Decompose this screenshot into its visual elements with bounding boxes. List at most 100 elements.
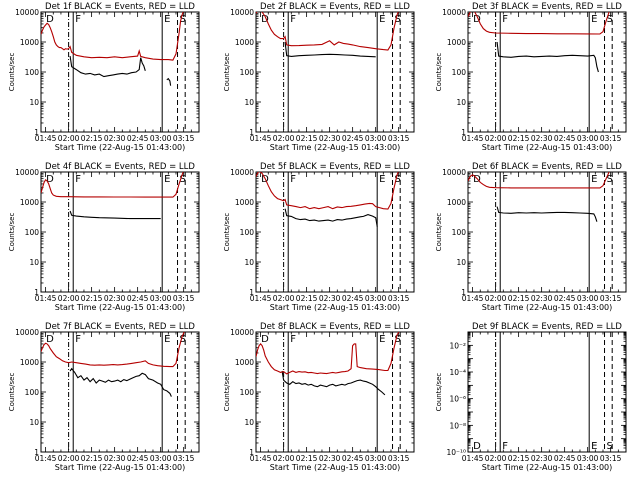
x-tick-label: 03:15 (173, 134, 195, 143)
y-tick-label: 1 (461, 128, 466, 137)
event-marker-letter: E (591, 174, 597, 185)
event-marker-letter: D (261, 334, 269, 345)
y-tick-label: 100 (25, 388, 40, 397)
y-tick-label: 1 (249, 288, 254, 297)
y-tick-label: 1000 (235, 38, 254, 47)
x-tick-label: 02:45 (127, 134, 149, 143)
plot-frame (40, 331, 200, 453)
y-tick-label: 10000 (230, 168, 254, 177)
panel-title: Det 7f BLACK = Events, RED = LLD (45, 322, 195, 332)
y-tick-label: 10⁻⁴ (449, 368, 466, 377)
x-axis-label: Start Time (22-Aug-15 01:43:00) (55, 303, 186, 312)
x-tick-label: 02:30 (531, 454, 553, 463)
x-tick-label: 02:15 (508, 134, 530, 143)
y-tick-label: 1000 (20, 38, 39, 47)
event-marker-letter: E (591, 441, 597, 452)
x-tick-label: 01:45 (250, 294, 272, 303)
plot-frame (255, 11, 415, 133)
x-tick-label: 02:00 (58, 294, 80, 303)
y-axis-label: Counts/sec (8, 373, 16, 412)
x-tick-label: 03:00 (150, 454, 172, 463)
x-tick-label: 01:45 (250, 454, 272, 463)
panel-det-3: Det 3f BLACK = Events, RED = LLD 1 10 100 10… (435, 2, 627, 152)
x-tick-label: 01:45 (35, 294, 57, 303)
x-tick-label: 02:45 (554, 134, 576, 143)
events-series-line (496, 41, 599, 73)
y-tick-label: 10000 (15, 168, 39, 177)
x-tick-label: 03:15 (600, 454, 622, 463)
y-tick-label: 1000 (447, 198, 466, 207)
panel-title: Det 2f BLACK = Events, RED = LLD (260, 2, 410, 12)
y-tick-label: 10 (244, 98, 254, 107)
panel-det-7: Det 7f BLACK = Events, RED = LLD 1 10 100 10… (8, 322, 200, 472)
x-tick-label: 02:00 (273, 294, 295, 303)
event-marker-letter: F (502, 441, 508, 452)
y-tick-label: 10000 (15, 328, 39, 337)
y-tick-label: 1000 (20, 358, 39, 367)
x-tick-label: 03:00 (577, 294, 599, 303)
x-tick-label: 02:15 (508, 294, 530, 303)
y-tick-label: 1000 (235, 358, 254, 367)
event-marker-letter: F (290, 174, 296, 185)
x-tick-label: 02:45 (342, 294, 364, 303)
y-tick-label: 10⁻¹⁰ (446, 448, 466, 457)
x-tick-label: 02:00 (58, 454, 80, 463)
panel-title: Det 9f BLACK = Events, RED = LLD (472, 322, 622, 332)
x-tick-label: 02:15 (296, 294, 318, 303)
x-tick-label: 01:45 (35, 134, 57, 143)
plot-frame (255, 331, 415, 453)
y-tick-label: 100 (25, 228, 40, 237)
x-tick-label: 02:45 (127, 454, 149, 463)
x-tick-label: 02:30 (104, 134, 126, 143)
x-tick-label: 02:00 (485, 294, 507, 303)
lld-series-line (41, 172, 184, 198)
panel-det-9: Det 9f BLACK = Events, RED = LLD 10⁻¹⁰ 10⁻… (435, 322, 627, 472)
x-axis-label: Start Time (22-Aug-15 01:43:00) (55, 143, 186, 152)
x-tick-label: 02:30 (319, 134, 341, 143)
y-axis-label: Counts/sec (223, 373, 231, 412)
x-tick-label: 03:00 (577, 454, 599, 463)
x-tick-label: 02:45 (342, 454, 364, 463)
x-tick-label: 02:45 (554, 294, 576, 303)
event-marker-letter: S (395, 334, 401, 345)
y-axis-label: Counts/sec (8, 213, 16, 252)
x-axis-label: Start Time (22-Aug-15 01:43:00) (55, 463, 186, 472)
event-marker-letter: S (607, 14, 613, 25)
y-tick-label: 1 (249, 128, 254, 137)
event-marker-letter: E (379, 174, 385, 185)
lld-series-line (41, 12, 184, 61)
panel-title: Det 4f BLACK = Events, RED = LLD (45, 162, 195, 172)
x-tick-label: 02:00 (485, 134, 507, 143)
y-tick-label: 10 (456, 258, 466, 267)
panel-det-1: Det 1f BLACK = Events, RED = LLD 1 10 100 10… (8, 2, 200, 152)
x-tick-label: 02:15 (296, 454, 318, 463)
x-tick-label: 03:15 (388, 454, 410, 463)
x-tick-label: 03:15 (173, 454, 195, 463)
event-marker-letter: D (473, 441, 481, 452)
event-marker-letter: S (180, 334, 186, 345)
y-tick-label: 10000 (230, 8, 254, 17)
series-group (468, 172, 610, 222)
events-series-line (69, 56, 146, 78)
panel-title: Det 6f BLACK = Events, RED = LLD (472, 162, 622, 172)
x-tick-label: 02:30 (531, 134, 553, 143)
plot-frame (255, 171, 415, 293)
y-tick-label: 100 (240, 228, 255, 237)
y-tick-label: 1000 (20, 198, 39, 207)
panel-title: Det 3f BLACK = Events, RED = LLD (472, 2, 622, 12)
plot-frame (40, 171, 200, 293)
event-marker-letter: D (46, 334, 54, 345)
x-tick-label: 03:15 (600, 294, 622, 303)
event-marker-letter: E (164, 174, 170, 185)
x-axis-label: Start Time (22-Aug-15 01:43:00) (482, 303, 613, 312)
y-tick-label: 1000 (447, 38, 466, 47)
x-tick-label: 01:45 (462, 134, 484, 143)
y-tick-label: 10 (29, 418, 39, 427)
y-tick-label: 10000 (442, 168, 466, 177)
x-tick-label: 02:30 (531, 294, 553, 303)
x-tick-label: 01:45 (462, 454, 484, 463)
y-tick-label: 10 (456, 98, 466, 107)
event-marker-letter: F (502, 14, 508, 25)
y-tick-label: 10000 (230, 328, 254, 337)
